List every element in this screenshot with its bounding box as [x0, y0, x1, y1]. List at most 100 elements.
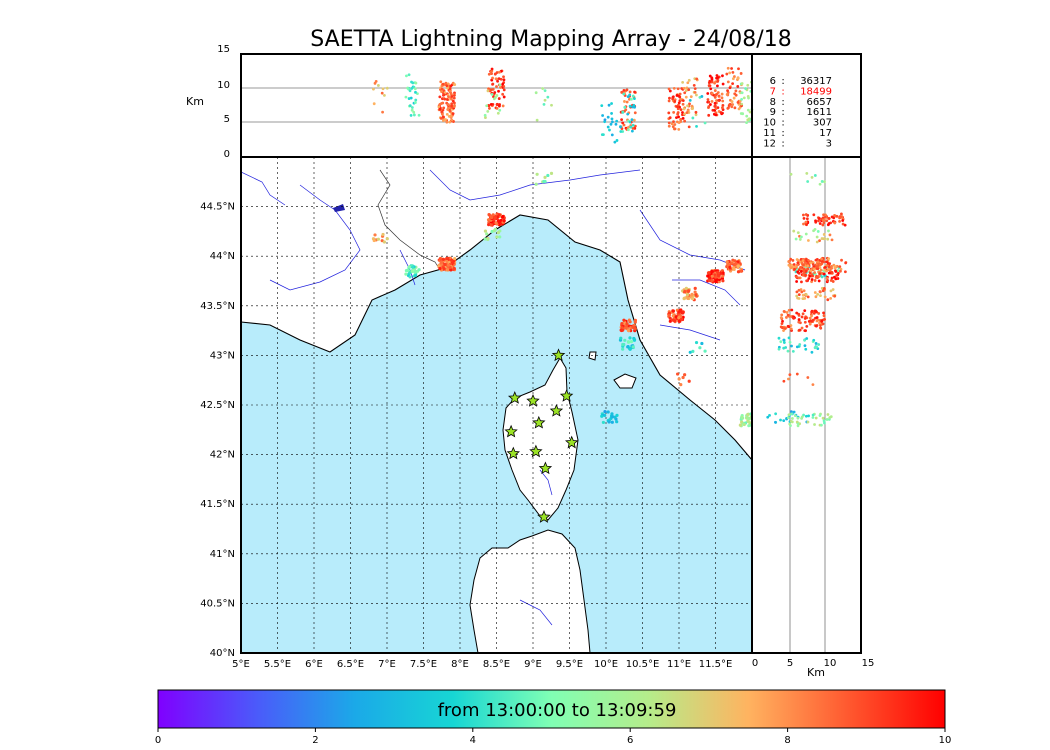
side-source-point: [823, 265, 827, 269]
top-source-point: [446, 108, 450, 111]
side-source-point: [818, 239, 821, 243]
colorbar-gradient: [157, 689, 946, 729]
map-source-point: [703, 349, 707, 353]
map-source-point: [493, 216, 497, 220]
top-source-point: [445, 120, 449, 124]
side-source-point: [792, 410, 796, 414]
side-source-point: [814, 342, 818, 345]
graticule: [241, 157, 752, 653]
top-source-point: [695, 125, 698, 128]
lat-tick-label: 42.5°N: [200, 400, 235, 411]
side-source-point: [818, 266, 822, 269]
side-source-point: [802, 271, 806, 275]
side-source-point: [839, 269, 842, 273]
side-source-point: [821, 218, 825, 222]
side-source-point: [798, 328, 801, 332]
top-source-point: [706, 98, 710, 101]
map-source-point: [738, 423, 742, 427]
top-source-point: [731, 70, 735, 74]
top-source-point: [439, 80, 443, 84]
top-source-point: [686, 81, 690, 85]
top-source-point: [720, 96, 724, 100]
map-source-point: [679, 383, 683, 387]
side-source-point: [813, 291, 817, 294]
top-source-point: [740, 82, 744, 85]
map-source-point: [671, 314, 675, 318]
lon-tick-label: 8.5°E: [483, 659, 510, 670]
top-source-point: [681, 111, 684, 114]
top-source-point: [496, 79, 499, 83]
map-source-point: [496, 231, 500, 235]
map-source-point: [677, 310, 681, 314]
top-source-point: [372, 102, 376, 106]
top-source-point: [441, 82, 445, 86]
side-source-point: [814, 324, 818, 328]
side-source-point: [780, 322, 784, 325]
top-source-point: [448, 89, 452, 93]
map-source-point: [687, 289, 691, 293]
top-source-point: [615, 139, 619, 142]
lat-tick-label: 42°N: [210, 450, 235, 461]
map-source-point: [691, 349, 695, 353]
side-source-point: [820, 423, 823, 427]
side-source-point: [817, 343, 821, 346]
map-source-point: [721, 274, 725, 278]
side-source-point: [806, 264, 810, 268]
top-source-point: [490, 92, 494, 96]
top-source-point: [493, 72, 497, 76]
side-source-point: [782, 310, 786, 313]
top-source-point: [737, 67, 740, 71]
side-source-point: [833, 266, 837, 270]
map-source-point: [385, 237, 389, 241]
map-source-point: [687, 379, 691, 383]
top-source-point: [446, 86, 449, 90]
side-source-point: [815, 319, 819, 323]
side-xtick-10: 10: [824, 658, 837, 669]
top-source-point: [688, 102, 691, 106]
top-source-point: [677, 101, 681, 105]
side-source-point: [801, 297, 805, 300]
map-source-point: [450, 258, 454, 262]
top-source-point: [719, 111, 723, 114]
side-source-point: [797, 271, 801, 275]
map-source-point: [625, 322, 629, 326]
top-source-point: [491, 83, 494, 86]
side-source-point: [821, 223, 825, 227]
top-source-point: [685, 86, 689, 90]
map-source-point: [739, 269, 743, 273]
top-source-point: [716, 80, 720, 83]
top-source-point: [501, 82, 505, 86]
side-source-point: [829, 289, 833, 293]
top-source-point: [439, 116, 443, 120]
top-source-point: [486, 109, 490, 113]
side-source-point: [797, 293, 801, 297]
top-source-point: [443, 97, 447, 101]
map-source-point: [448, 265, 452, 269]
top-source-point: [498, 83, 502, 87]
map-source-point: [449, 268, 453, 272]
side-source-point: [812, 311, 816, 315]
side-source-point: [827, 268, 830, 271]
side-source-point: [804, 347, 808, 351]
side-source-point: [811, 413, 815, 417]
map-source-point: [487, 213, 492, 217]
top-source-point: [687, 78, 691, 82]
side-source-point: [818, 414, 822, 417]
top-source-point: [683, 112, 687, 116]
top-source-point: [677, 115, 680, 119]
side-source-point: [801, 293, 805, 297]
top-source-point: [682, 107, 686, 111]
top-source-point: [687, 125, 691, 129]
side-source-point: [835, 214, 839, 218]
lat-tick-label: 41.5°N: [200, 499, 235, 510]
map-source-point: [404, 272, 408, 276]
count-value: 17: [819, 128, 832, 139]
count-separator: :: [781, 118, 784, 129]
top-source-point: [622, 92, 626, 96]
side-source-point: [809, 261, 813, 265]
side-source-point: [816, 275, 819, 279]
top-source-point: [601, 114, 605, 117]
side-xtick-15: 15: [862, 658, 875, 669]
map-source-point: [725, 260, 729, 264]
top-source-point: [684, 95, 688, 99]
